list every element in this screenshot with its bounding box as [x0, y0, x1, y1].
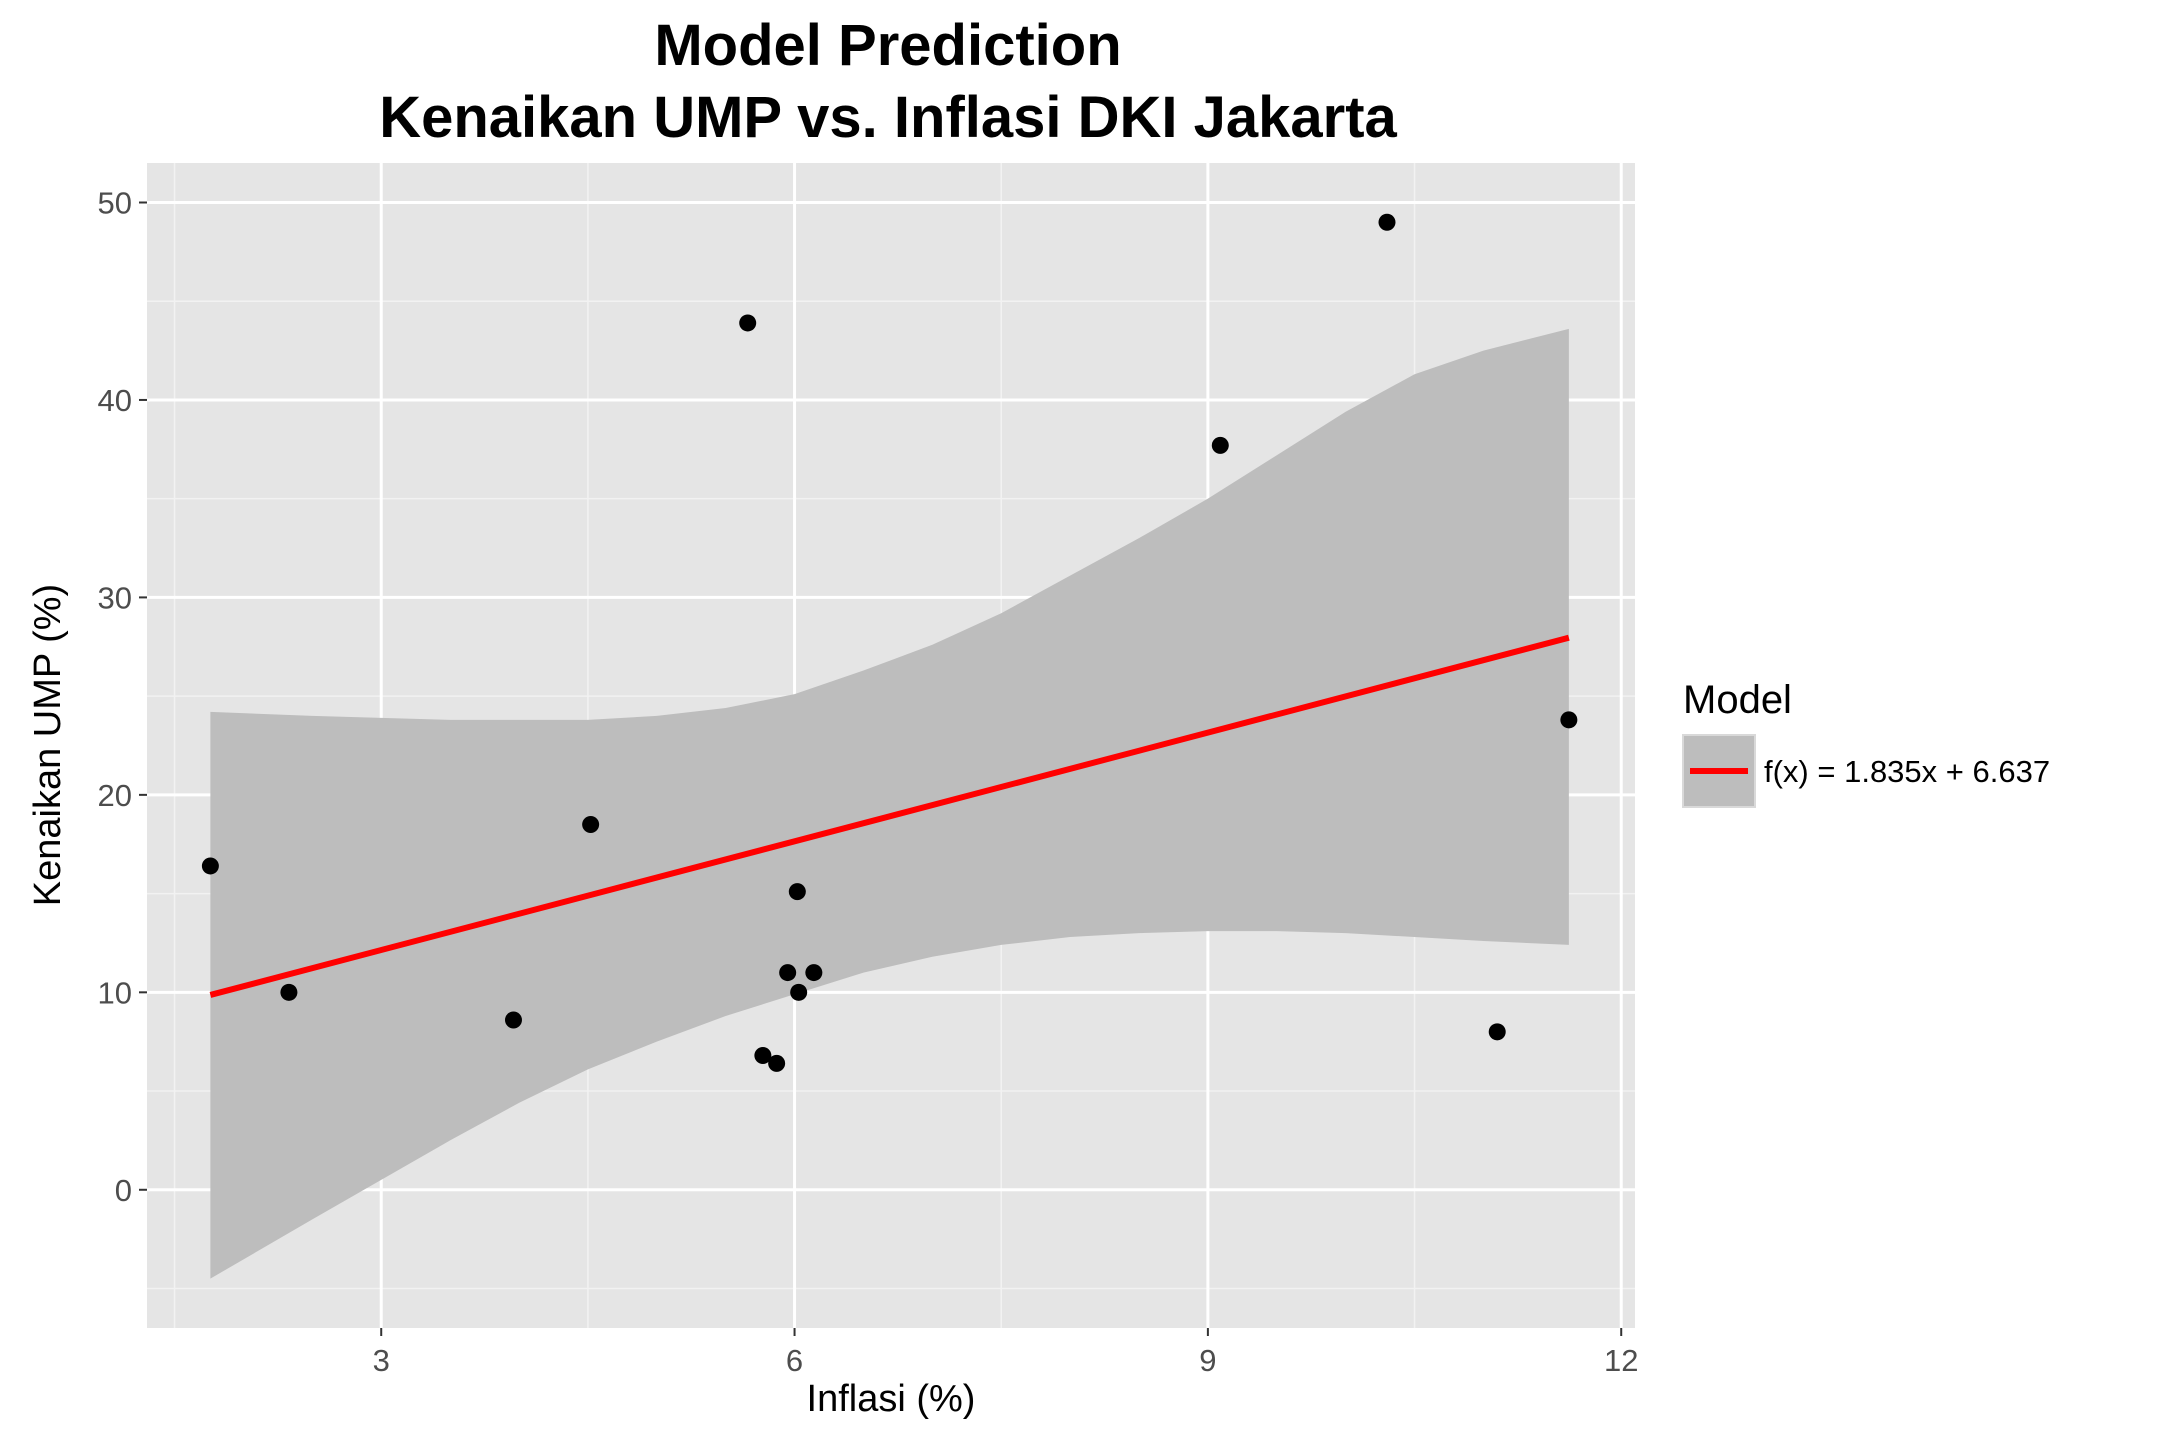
confidence-band [210, 328, 1569, 1279]
y-tick-label: 50 [98, 185, 132, 220]
confidence-band-layer [210, 328, 1569, 1279]
data-point [1488, 1023, 1506, 1041]
y-axis-title: Kenaikan UMP (%) [27, 584, 69, 906]
data-point [1378, 213, 1396, 231]
fit-line [209, 634, 1570, 998]
data-point [739, 314, 757, 332]
fit-line-layer [209, 634, 1570, 998]
data-point [790, 983, 808, 1001]
data-point [504, 1011, 522, 1029]
legend-title: Model [1683, 678, 1792, 722]
data-points-layer [201, 213, 1578, 1072]
data-point [582, 815, 600, 833]
legend-label: f(x) = 1.835x + 6.637 [1764, 754, 2050, 789]
x-tick-label: 3 [373, 1343, 390, 1378]
y-tick-label: 10 [98, 975, 132, 1010]
chart-title: Model Prediction [654, 13, 1121, 78]
data-point [201, 857, 219, 875]
x-tick-label: 9 [1199, 1343, 1216, 1378]
x-axis-ticks: 3 6 9 12 [373, 1328, 1638, 1378]
chart-subtitle: Kenaikan UMP vs. Inflasi DKI Jakarta [379, 85, 1397, 150]
x-tick-label: 6 [786, 1343, 803, 1378]
data-point [280, 983, 298, 1001]
data-point [805, 964, 823, 982]
y-tick-label: 30 [98, 580, 132, 615]
y-tick-label: 20 [98, 778, 132, 813]
data-point [754, 1047, 772, 1065]
data-point [788, 883, 806, 901]
y-tick-label: 40 [98, 383, 132, 418]
x-tick-label: 12 [1604, 1343, 1638, 1378]
y-axis-ticks: 0 10 20 30 40 50 [98, 185, 147, 1208]
data-point [1211, 436, 1229, 454]
data-point [779, 964, 797, 982]
data-point [768, 1054, 786, 1072]
y-tick-label: 0 [115, 1173, 132, 1208]
data-point [1560, 711, 1578, 729]
x-axis-title: Inflasi (%) [807, 1378, 976, 1420]
legend: Model f(x) = 1.835x + 6.637 [1682, 678, 2050, 808]
